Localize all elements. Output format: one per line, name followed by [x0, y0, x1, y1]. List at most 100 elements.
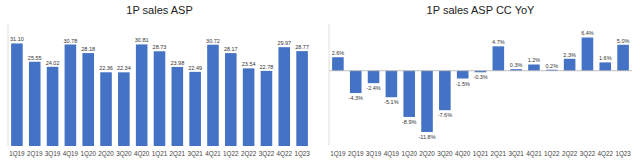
data-label: 30.81 — [135, 37, 149, 43]
data-label: 22.36 — [99, 65, 113, 71]
x-tick-label: 1Q19 — [330, 150, 346, 158]
x-tick-label: 4Q19 — [384, 150, 400, 158]
data-label: 30.72 — [206, 38, 220, 44]
data-label: -4.3% — [349, 95, 363, 101]
x-tick-label: 3Q21 — [508, 150, 524, 158]
data-label: 28.18 — [81, 46, 95, 52]
bar — [493, 46, 505, 70]
x-tick-label: 2Q21 — [170, 150, 186, 158]
data-label: -11.8% — [419, 134, 436, 140]
x-tick-label: 1Q22 — [223, 150, 239, 158]
bar — [11, 43, 23, 146]
bar — [368, 71, 380, 83]
data-label: -1.5% — [455, 81, 469, 87]
data-label: 30.78 — [63, 38, 77, 44]
bar — [421, 71, 433, 132]
data-label: 5.0% — [617, 38, 630, 44]
bar — [29, 62, 41, 146]
bar — [439, 71, 451, 110]
x-tick-label: 3Q22 — [259, 150, 275, 158]
data-label: 29.97 — [277, 40, 291, 46]
data-label: 22.34 — [117, 65, 131, 71]
data-label: 23.54 — [242, 61, 256, 67]
data-label: 28.77 — [295, 44, 309, 50]
x-tick-label: 1Q20 — [402, 150, 418, 158]
data-label: 22.78 — [260, 64, 274, 70]
panel: 1P sales ASP 31.10 25.55 24.02 30.78 28.18 22.… — [8, 4, 310, 158]
x-tick-label: 2Q21 — [491, 150, 507, 158]
bar — [189, 72, 201, 146]
x-tick-label: 2Q20 — [98, 150, 114, 158]
bars — [11, 43, 308, 146]
bar — [207, 45, 219, 146]
x-tick-label: 1Q23 — [294, 150, 310, 158]
bar — [172, 67, 184, 146]
data-label: 4.7% — [492, 39, 505, 45]
zero-line — [329, 70, 632, 71]
x-tick-label: 3Q20 — [116, 150, 132, 158]
bar — [617, 45, 629, 71]
bar — [136, 44, 148, 146]
x-tick-label: 3Q21 — [187, 150, 203, 158]
bar — [154, 51, 166, 146]
bar — [528, 64, 540, 70]
x-tick-label: 2Q22 — [562, 150, 578, 158]
data-label: 0.2% — [546, 63, 559, 69]
title: 1P sales ASP CC YoY — [427, 4, 535, 16]
bar — [47, 67, 59, 146]
x-tick-label: 4Q19 — [63, 150, 79, 158]
x-tick-label: 4Q21 — [526, 150, 542, 158]
x-tick-label: 4Q22 — [277, 150, 293, 158]
axis-line — [8, 24, 9, 146]
x-tick-label: 3Q22 — [580, 150, 596, 158]
x-tick-label: 2Q19 — [348, 150, 364, 158]
data-label: 6.4% — [581, 30, 594, 36]
data-label: 2.6% — [332, 50, 345, 56]
data-label: 24.02 — [46, 60, 60, 66]
bar — [599, 62, 611, 70]
data-label: -2.4% — [366, 85, 380, 91]
bar — [243, 68, 255, 146]
bar — [332, 57, 344, 70]
bar — [278, 47, 290, 146]
bar — [296, 51, 308, 146]
bar — [582, 37, 594, 70]
data-label: -8.9% — [402, 119, 416, 125]
data-label: -7.6% — [438, 112, 452, 118]
x-tick-label: 4Q20 — [455, 150, 471, 158]
x-tick-label: 1Q21 — [152, 150, 168, 158]
bar — [386, 71, 398, 97]
data-label: -0.3% — [473, 74, 487, 80]
panel: 1P sales ASP CC YoY 2.6% -4.3%-2.4% -5.1% -8… — [329, 4, 632, 158]
x-tick-label: 3Q19 — [45, 150, 61, 158]
data-label: 1.6% — [599, 55, 612, 61]
bar — [65, 45, 77, 146]
axis-line — [329, 24, 330, 146]
x-tick-label: 1Q20 — [81, 150, 97, 158]
data-label: 28.17 — [224, 46, 238, 52]
x-tick-label: 4Q20 — [134, 150, 150, 158]
x-tick-label: 2Q22 — [241, 150, 257, 158]
x-tick-label: 1Q21 — [473, 150, 489, 158]
x-tick-label: 1Q22 — [544, 150, 560, 158]
data-label: 22.49 — [188, 65, 202, 71]
x-tick-label: 1Q23 — [615, 150, 631, 158]
data-label: 23.98 — [170, 60, 184, 66]
data-label: 28.73 — [153, 44, 167, 50]
x-tick-label: 2Q20 — [419, 150, 435, 158]
bars — [332, 37, 629, 131]
title: 1P sales ASP — [126, 4, 192, 16]
bar — [403, 71, 415, 117]
x-tick-label: 2Q19 — [27, 150, 43, 158]
bar — [82, 53, 94, 146]
bar — [457, 71, 469, 79]
data-label: -5.1% — [384, 99, 398, 105]
data-label: 0.3% — [510, 62, 523, 68]
data-label: 25.55 — [28, 55, 42, 61]
bar — [350, 71, 362, 93]
data-label: 31.10 — [10, 36, 24, 42]
bar — [261, 71, 273, 146]
bar — [564, 59, 576, 71]
x-tick-label: 3Q19 — [366, 150, 382, 158]
x-tick-label: 3Q20 — [437, 150, 453, 158]
